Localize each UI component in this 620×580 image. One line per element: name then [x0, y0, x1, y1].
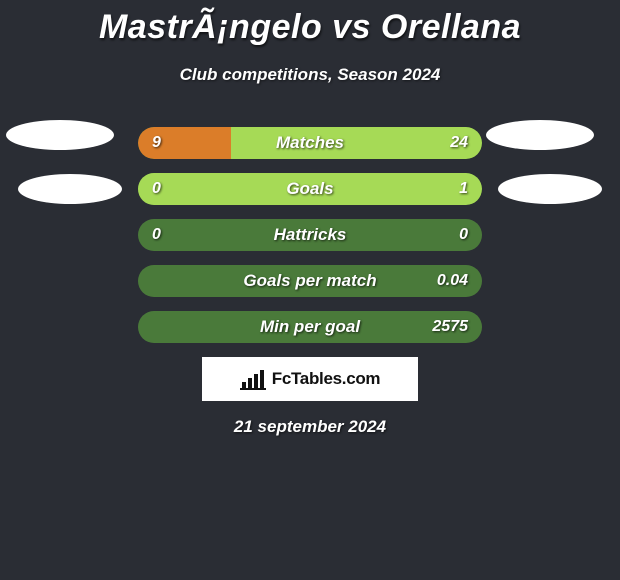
- stat-value-right: 2575: [432, 311, 468, 343]
- logo-box: FcTables.com: [202, 357, 418, 401]
- comparison-content: Matches924Goals01Hattricks00Goals per ma…: [0, 127, 620, 437]
- stat-label: Matches: [138, 127, 482, 159]
- stat-row: Min per goal2575: [138, 311, 482, 343]
- stat-value-right: 24: [450, 127, 468, 159]
- stat-value-right: 0: [459, 219, 468, 251]
- date-label: 21 september 2024: [0, 417, 620, 437]
- stat-value-right: 0.04: [437, 265, 468, 297]
- stat-value-right: 1: [459, 173, 468, 205]
- stat-row: Goals per match0.04: [138, 265, 482, 297]
- page-title: MastrÃ¡ngelo vs Orellana: [0, 0, 620, 47]
- stat-value-left: 0: [152, 219, 161, 251]
- player-right-ellipse-bottom: [498, 174, 602, 204]
- stat-label: Min per goal: [138, 311, 482, 343]
- stat-rows: Matches924Goals01Hattricks00Goals per ma…: [138, 127, 482, 343]
- stat-row: Goals0 1: [138, 173, 482, 205]
- player-left-ellipse-top: [6, 120, 114, 150]
- player-right-ellipse-top: [486, 120, 594, 150]
- stat-value-left: 9: [152, 127, 161, 159]
- stat-label: Hattricks: [138, 219, 482, 251]
- stat-row: Matches9 24: [138, 127, 482, 159]
- logo-text: FcTables.com: [272, 369, 381, 389]
- stat-value-left: 0: [152, 173, 161, 205]
- player-left-ellipse-bottom: [18, 174, 122, 204]
- stat-label: Goals per match: [138, 265, 482, 297]
- stat-row: Hattricks0 0: [138, 219, 482, 251]
- subtitle: Club competitions, Season 2024: [0, 65, 620, 85]
- stat-label: Goals: [138, 173, 482, 205]
- logo-chart-icon: [240, 368, 266, 390]
